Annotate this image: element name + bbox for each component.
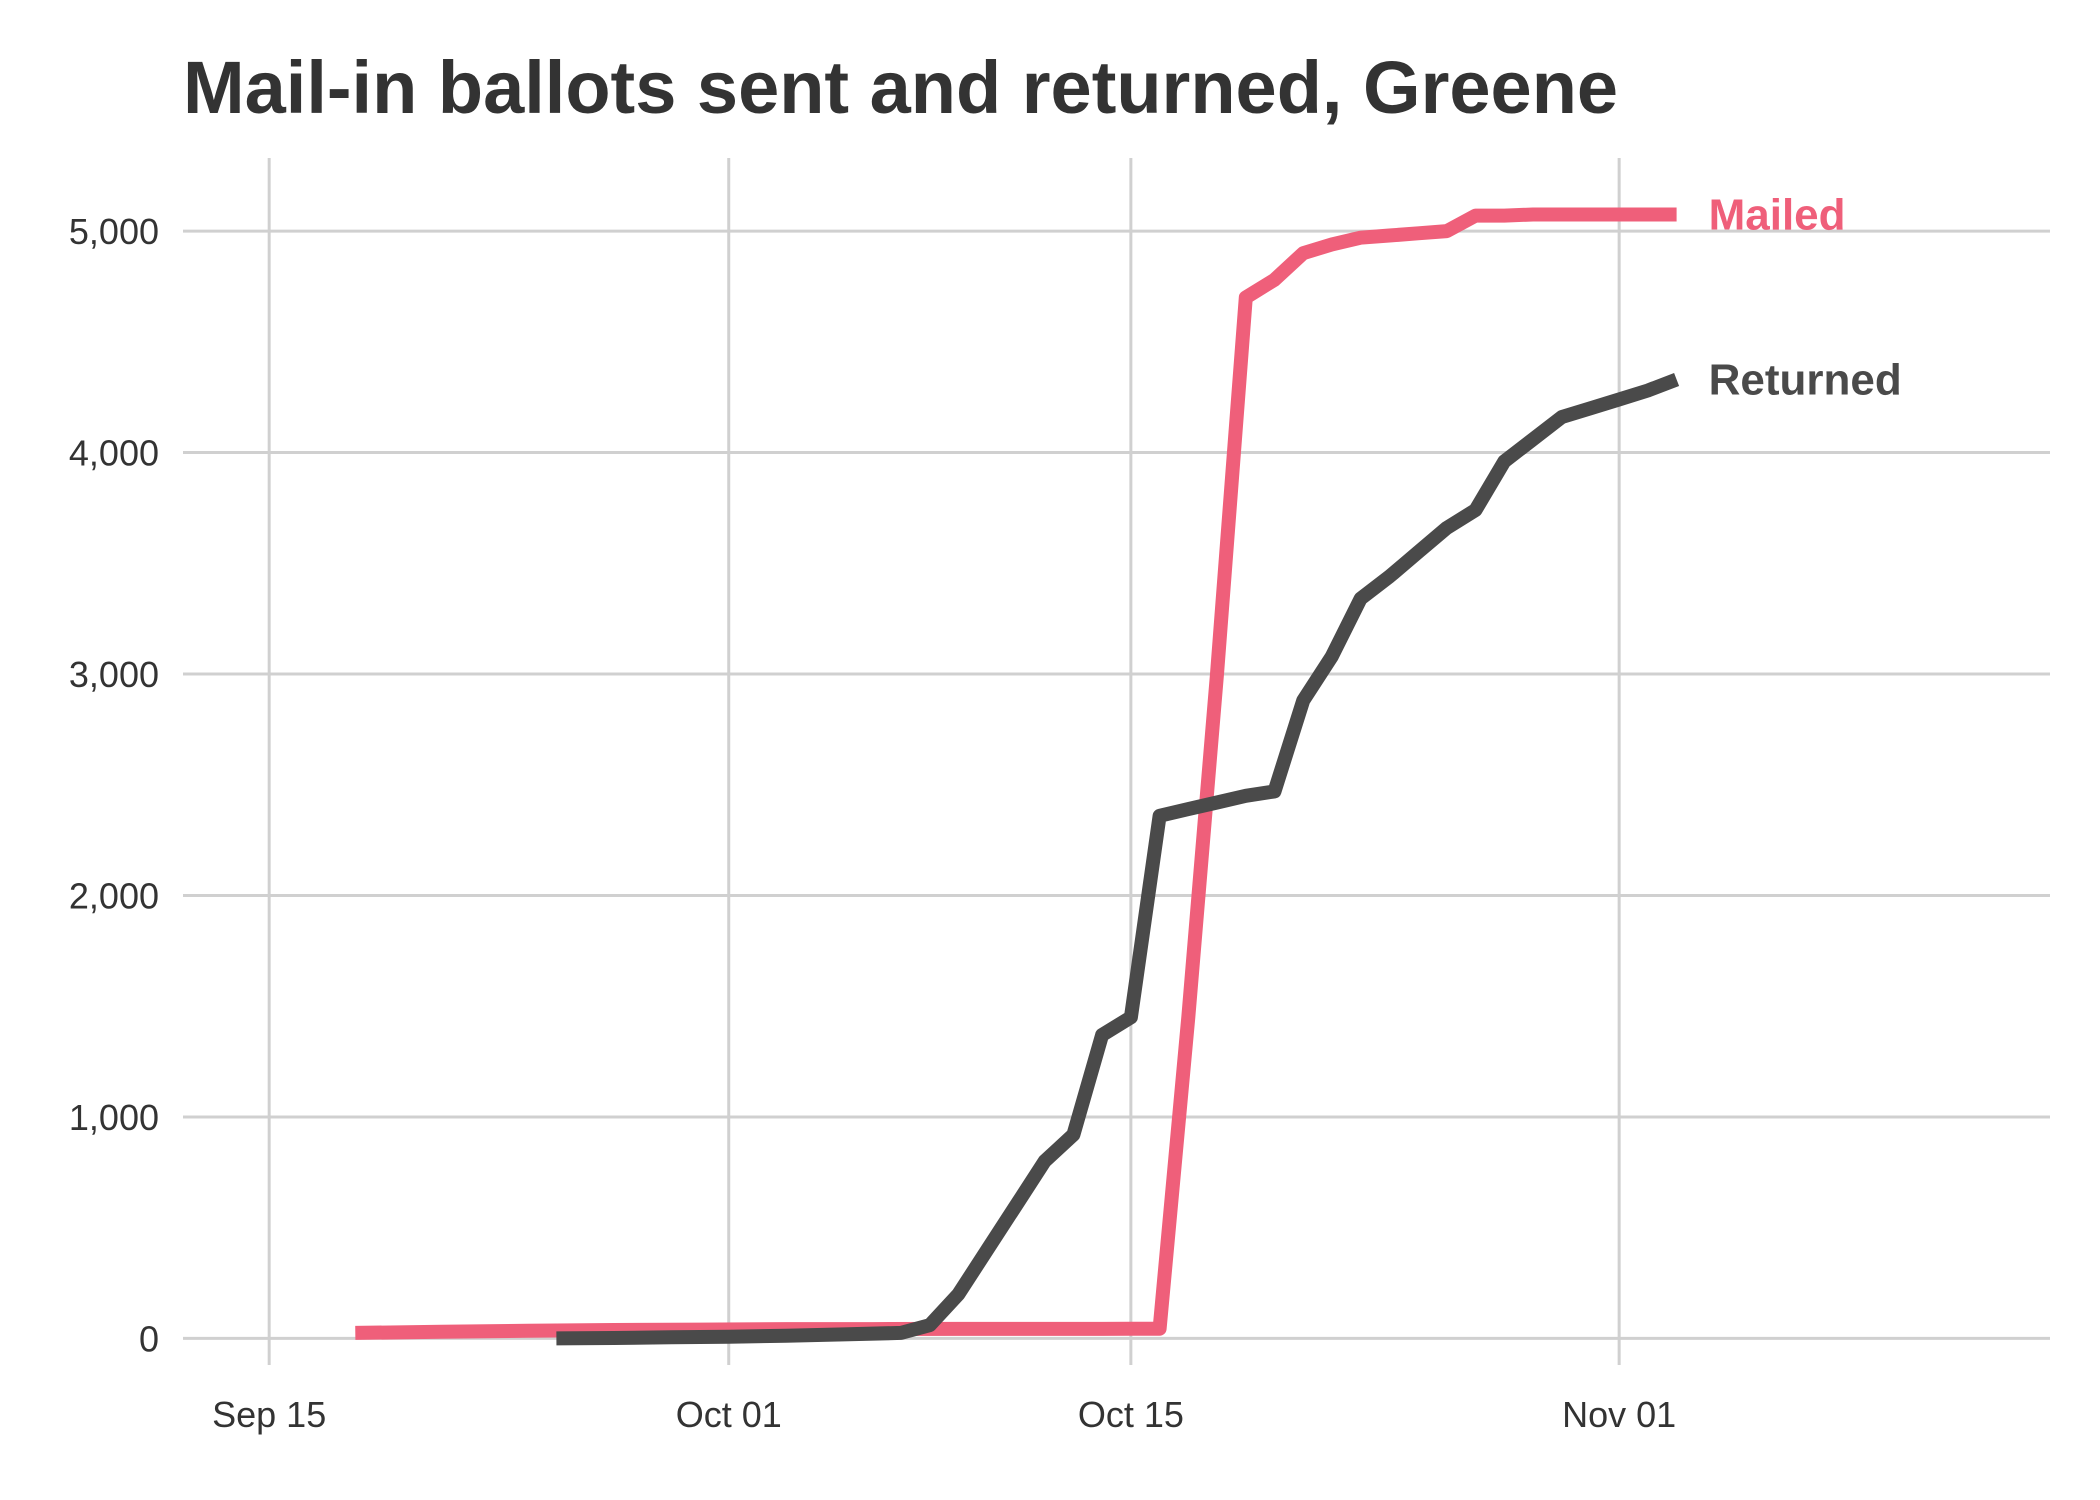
series-line-mailed: [355, 207, 1677, 1340]
series-line-returned: [556, 372, 1680, 1346]
grid: [183, 158, 2050, 1365]
y-tick-label: 4,000: [69, 433, 159, 474]
y-tick-label: 0: [139, 1318, 159, 1359]
x-tick-label: Oct 15: [1078, 1394, 1184, 1435]
x-tick-label: Oct 01: [676, 1394, 782, 1435]
x-tick-label: Nov 01: [1562, 1394, 1676, 1435]
y-tick-label: 2,000: [69, 875, 159, 916]
series-label-mailed: Mailed: [1709, 190, 1846, 239]
chart-title: Mail-in ballots sent and returned, Green…: [183, 46, 1618, 129]
axis-labels: 0 1,000 2,000 3,000 4,000 5,000 Sep 15 Oct 01 Oc…: [69, 211, 1676, 1435]
series: Mailed Returned: [355, 190, 1902, 1346]
x-tick-label: Sep 15: [212, 1394, 326, 1435]
y-tick-label: 5,000: [69, 211, 159, 252]
y-tick-label: 3,000: [69, 654, 159, 695]
series-label-returned: Returned: [1709, 355, 1902, 404]
y-tick-label: 1,000: [69, 1097, 159, 1138]
